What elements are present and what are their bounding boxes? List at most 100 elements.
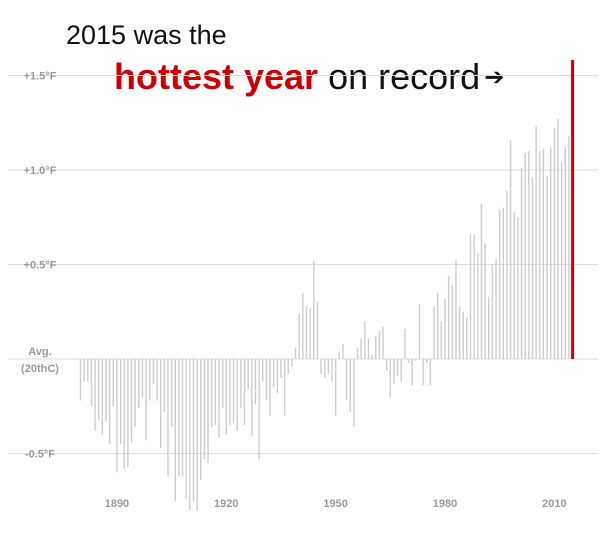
bar-1940 xyxy=(298,313,300,359)
headline-rest: on record xyxy=(328,56,481,97)
bar-1937 xyxy=(287,359,289,375)
bar-1888 xyxy=(108,359,111,445)
bar-1889 xyxy=(112,359,115,407)
bar-1895 xyxy=(134,359,136,428)
bar-1929 xyxy=(258,359,260,460)
bar-1982 xyxy=(451,285,453,359)
bar-1930 xyxy=(262,359,264,382)
bar-1961 xyxy=(375,336,377,359)
bar-1934 xyxy=(276,359,279,394)
bar-1935 xyxy=(280,359,282,378)
bar-1903 xyxy=(163,359,166,412)
bar-1960 xyxy=(371,355,373,359)
bar-2006 xyxy=(539,151,541,359)
bar-2014 xyxy=(568,135,570,359)
bar-1941 xyxy=(302,292,304,359)
bar-1984 xyxy=(458,306,461,359)
bar-1947 xyxy=(324,359,326,378)
bar-1991 xyxy=(484,243,486,359)
bar-1914 xyxy=(203,359,206,460)
bar-2012 xyxy=(560,162,563,359)
bar-1988 xyxy=(473,234,475,359)
bar-1981 xyxy=(447,275,450,359)
bar-2005 xyxy=(535,126,537,359)
bar-1998 xyxy=(509,139,512,359)
bar-1891 xyxy=(119,359,122,445)
y-tick-label: -0.5°F xyxy=(25,449,55,461)
bar-1977 xyxy=(433,306,435,359)
bar-1917 xyxy=(214,359,217,426)
bar-2013 xyxy=(564,147,566,359)
bar-1999 xyxy=(513,211,515,359)
bar-1900 xyxy=(152,359,155,384)
bar-1951 xyxy=(338,351,340,359)
bar-1915 xyxy=(207,359,209,463)
bar-1880 xyxy=(79,359,82,401)
bar-1897 xyxy=(141,359,144,397)
bar-1950 xyxy=(334,359,337,416)
bar-1922 xyxy=(232,359,235,424)
bar-1893 xyxy=(127,359,129,467)
bar-1967 xyxy=(396,359,399,377)
bar-2001 xyxy=(520,168,523,359)
bar-1954 xyxy=(349,359,351,412)
bar-1948 xyxy=(327,359,330,375)
y-axis-ticks: +1.5°F +1.0°F +0.5°F -0.5°F xyxy=(24,71,57,461)
bar-1968 xyxy=(400,359,402,382)
bar-1959 xyxy=(367,338,370,359)
bar-1923 xyxy=(236,359,238,431)
bar-1901 xyxy=(156,359,158,401)
bar-1969 xyxy=(404,328,406,359)
bar-1971 xyxy=(411,359,413,386)
bar-1958 xyxy=(364,321,366,359)
bar-1983 xyxy=(455,260,457,359)
bar-1924 xyxy=(240,359,242,409)
bar-1970 xyxy=(407,359,410,363)
bar-1990 xyxy=(480,204,483,359)
bar-1964 xyxy=(385,359,388,371)
bar-1885 xyxy=(98,359,100,420)
y-tick-label: +1.0°F xyxy=(24,165,57,177)
bar-1986 xyxy=(466,317,468,359)
bar-1996 xyxy=(502,207,505,359)
arrow-right-icon: ➔ xyxy=(484,63,505,91)
x-tick-label: 1980 xyxy=(433,498,457,510)
bar-1919 xyxy=(221,359,224,409)
y-tick-label: +1.5°F xyxy=(24,71,57,83)
bar-2000 xyxy=(517,217,519,359)
baseline-label: Avg. (20thC) xyxy=(21,346,59,375)
x-tick-label: 2010 xyxy=(542,498,566,510)
baseline-label-avg: Avg. xyxy=(28,346,51,358)
bar-2011 xyxy=(557,118,559,359)
headline-line-2: hottest year on record ➔ xyxy=(114,56,504,98)
bar-1907 xyxy=(178,359,180,477)
bar-1939 xyxy=(294,347,297,359)
bar-1945 xyxy=(316,302,319,359)
bar-1925 xyxy=(243,359,246,426)
x-tick-label: 1890 xyxy=(105,498,129,510)
bar-2010 xyxy=(553,128,556,359)
bar-1963 xyxy=(382,326,384,359)
bar-1931 xyxy=(265,359,268,401)
bar-1932 xyxy=(269,359,271,416)
x-tick-label: 1920 xyxy=(214,498,238,510)
bar-2004 xyxy=(531,177,534,359)
bar-1920 xyxy=(225,359,227,435)
bar-1975 xyxy=(426,359,428,363)
bar-1952 xyxy=(342,343,344,359)
baseline-label-century: (20thC) xyxy=(21,363,59,375)
bar-1881 xyxy=(83,359,85,382)
bar-1918 xyxy=(218,359,220,439)
bar-1902 xyxy=(159,359,162,448)
bar-1883 xyxy=(90,359,93,407)
bar-1965 xyxy=(389,359,392,397)
headline-line-1: 2015 was the xyxy=(66,20,227,50)
bar-1997 xyxy=(506,190,508,359)
bar-1976 xyxy=(429,359,432,386)
bar-1992 xyxy=(488,296,490,359)
bar-1933 xyxy=(272,359,275,388)
bar-1973 xyxy=(418,304,421,359)
bar-1943 xyxy=(309,307,311,359)
x-axis-ticks: 1890 1920 1950 1980 2010 xyxy=(105,498,567,510)
